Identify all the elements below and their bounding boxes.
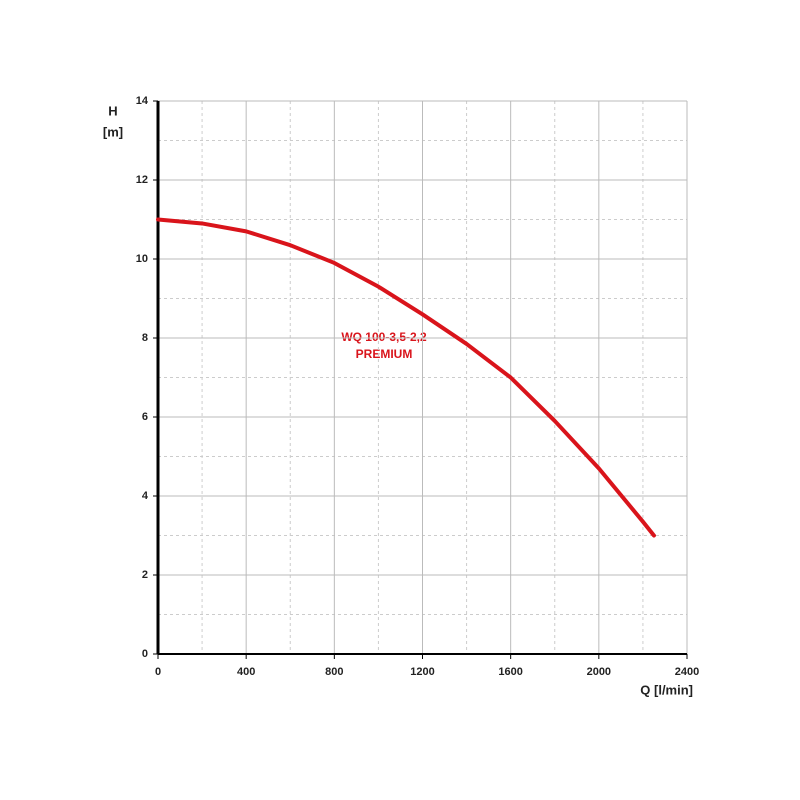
x-tick-label: 400 bbox=[237, 666, 255, 678]
y-tick-label: 8 bbox=[142, 332, 148, 344]
curve bbox=[156, 217, 656, 538]
annotation: WQ 100-3,5-2,2 bbox=[341, 330, 427, 344]
y-tick-label: 2 bbox=[142, 569, 148, 581]
y-tick-label: 14 bbox=[136, 95, 149, 107]
annotation: PREMIUM bbox=[356, 347, 413, 361]
y-tick-label: 4 bbox=[142, 490, 149, 502]
x-tick-label: 2000 bbox=[587, 666, 611, 678]
x-tick-label: 800 bbox=[325, 666, 343, 678]
y-tick-label: 0 bbox=[142, 648, 148, 660]
x-tick-label: 0 bbox=[155, 666, 161, 678]
x-tick-label: 1200 bbox=[410, 666, 434, 678]
y-tick-label: 10 bbox=[136, 253, 148, 265]
y-axis-label: H bbox=[108, 103, 117, 118]
x-tick-label: 1600 bbox=[498, 666, 522, 678]
x-axis-label: Q [l/min] bbox=[640, 682, 693, 697]
y-axis-unit: [m] bbox=[103, 124, 123, 139]
y-tick-label: 6 bbox=[142, 411, 148, 423]
y-tick-label: 12 bbox=[136, 174, 148, 186]
x-tick-label: 2400 bbox=[675, 666, 699, 678]
